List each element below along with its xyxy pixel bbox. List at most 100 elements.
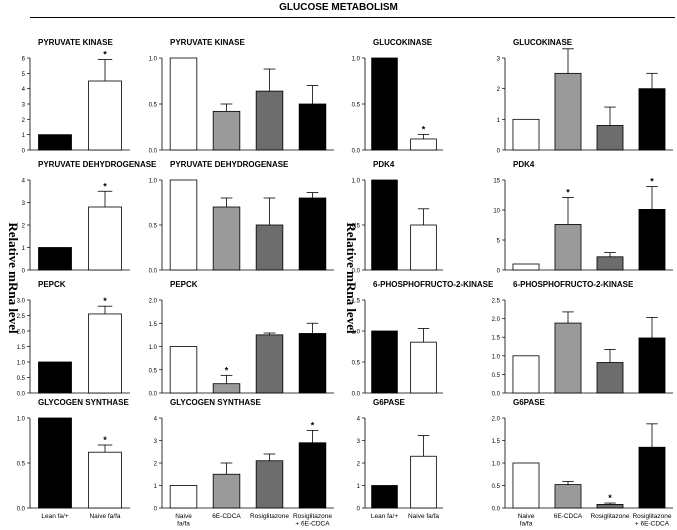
chart-panel-1: PYRUVATE KINASE 0 1 2 3 4 5 6 *: [22, 38, 130, 155]
chart-title: PEPCK: [38, 280, 66, 289]
bar: [212, 206, 241, 271]
bar: [38, 417, 72, 509]
bar: [255, 224, 284, 271]
bar: [212, 383, 241, 394]
significance-marker: *: [103, 435, 107, 445]
y-tick-label: 1.0: [17, 361, 26, 367]
bar: [169, 346, 198, 394]
y-tick-label: 1.0: [492, 354, 501, 360]
bar: [255, 334, 284, 394]
y-tick-label: 3: [22, 103, 26, 109]
chart-title: PDK4: [513, 160, 535, 169]
bar: [638, 337, 666, 394]
y-tick-label: 0.5: [17, 376, 26, 382]
bar: [371, 330, 398, 394]
chart-panel-10: PEPCK 0.0 0.5 1.0 1.5 2.0 *: [149, 280, 334, 398]
y-tick-label: 1.0: [149, 57, 158, 63]
y-tick-label: 2.5: [17, 314, 26, 320]
y-tick-label: 1: [22, 133, 26, 139]
y-tick-label: 10: [493, 209, 500, 215]
chart-title: GLUCOKINASE: [513, 38, 573, 47]
y-tick-label: 1.0: [149, 345, 158, 351]
bar: [298, 103, 327, 151]
chart-panel-5: PYRUVATE DEHYDROGENASE 0 1 2 3 4 *: [22, 160, 157, 275]
y-tick-label: 3.0: [17, 299, 26, 305]
x-category-label: Naive fa/fa: [408, 513, 439, 520]
y-tick-label: 2: [22, 118, 26, 124]
y-tick-label: 0.5: [149, 224, 158, 230]
y-tick-label: 0: [22, 269, 26, 275]
chart-panel-11: 6-PHOSPHOFRUCTO-2-KINASE 0.0 0.5 1.0 1.5: [352, 280, 494, 398]
y-tick-label: 0.5: [149, 103, 158, 109]
chart-panel-8: PDK4 0 5 10 15 * *: [493, 160, 673, 275]
chart-panel-6: PYRUVATE DEHYDROGENASE 0.0 0.5 1.0: [149, 160, 334, 275]
chart-panel-13: GLYCOGEN SYNTHASE 0.0 0.5 1.0 * Lean fa/+ Naiv…: [17, 398, 130, 520]
x-category-label: Naive fa/fa: [518, 513, 535, 528]
y-tick-label: 1.0: [352, 330, 361, 336]
chart-title: PYRUVATE KINASE: [38, 38, 113, 47]
y-tick-label: 4: [154, 417, 158, 423]
y-tick-label: 2.0: [492, 417, 501, 423]
y-tick-label: 1.5: [17, 345, 26, 351]
y-tick-label: 4: [22, 179, 26, 185]
y-tick-label: 1: [154, 484, 158, 490]
bar: [410, 224, 437, 271]
significance-marker: *: [103, 296, 107, 306]
bar: [554, 72, 582, 151]
y-tick-label: 1.0: [17, 417, 26, 423]
y-tick-label: 0.0: [352, 269, 361, 275]
y-tick-label: 1.5: [149, 322, 158, 328]
bar: [38, 361, 72, 394]
y-tick-label: 3: [497, 57, 501, 63]
y-tick-label: 1.0: [352, 179, 361, 185]
y-tick-label: 0.5: [17, 462, 26, 468]
bar: [298, 197, 327, 271]
x-category-label: Rosiglitazone + 6E-CDCA: [632, 513, 671, 528]
significance-marker: *: [566, 187, 570, 197]
bar: [554, 322, 582, 394]
bar: [371, 179, 398, 271]
y-tick-label: 0.0: [149, 392, 158, 398]
bar: [410, 455, 437, 509]
bar: [212, 473, 241, 509]
chart-panel-14: GLYCOGEN SYNTHASE 0 1 2 3 4 * Naive fa/fa 6E-CDCA…: [154, 398, 334, 528]
x-category-label: Rosiglitazone: [250, 513, 289, 520]
y-tick-label: 0.5: [352, 224, 361, 230]
chart-title: PDK4: [373, 160, 395, 169]
chart-panel-3: GLUCOKINASE 0.0 0.5 1.0 *: [352, 38, 443, 155]
bar: [554, 484, 582, 509]
y-tick-label: 2.5: [492, 299, 501, 305]
title-rule: [30, 17, 675, 18]
significance-marker: *: [608, 493, 612, 503]
bar: [298, 333, 327, 394]
significance-marker: *: [650, 177, 654, 187]
bar: [596, 125, 624, 151]
chart-title: GLUCOKINASE: [373, 38, 433, 47]
x-category-label: Lean fa/+: [41, 513, 68, 520]
bar: [88, 80, 122, 151]
x-category-label: Rosiglitazone + 6E-CDCA: [293, 513, 332, 528]
bar: [298, 442, 327, 509]
chart-title: G6PASE: [373, 398, 406, 407]
y-tick-label: 15: [493, 179, 500, 185]
chart-panel-7: PDK4 0.0 0.5 1.0: [352, 160, 443, 275]
bar: [410, 341, 437, 394]
y-tick-label: 0.0: [149, 149, 158, 155]
bar: [512, 462, 540, 509]
y-tick-label: 3: [22, 201, 26, 207]
chart-title: PYRUVATE DEHYDROGENASE: [38, 160, 157, 169]
chart-panel-15: G6PASE 0 1 2 3 4 Lean fa/+ Naive fa/fa: [357, 398, 443, 520]
y-tick-label: 1: [497, 118, 501, 124]
y-tick-label: 2.0: [17, 330, 26, 336]
x-category-label: Naive fa/fa: [89, 513, 120, 520]
y-tick-label: 1.0: [352, 57, 361, 63]
bar: [638, 208, 666, 271]
bar: [371, 57, 398, 151]
chart-panel-2: PYRUVATE KINASE 0.0 0.5 1.0: [149, 38, 334, 155]
bar: [169, 485, 198, 509]
significance-marker: *: [103, 50, 107, 60]
chart-title: 6-PHOSPHOFRUCTO-2-KINASE: [513, 280, 634, 289]
x-category-label: Lean fa/+: [371, 513, 398, 520]
x-category-label: 6E-CDCA: [212, 513, 241, 520]
